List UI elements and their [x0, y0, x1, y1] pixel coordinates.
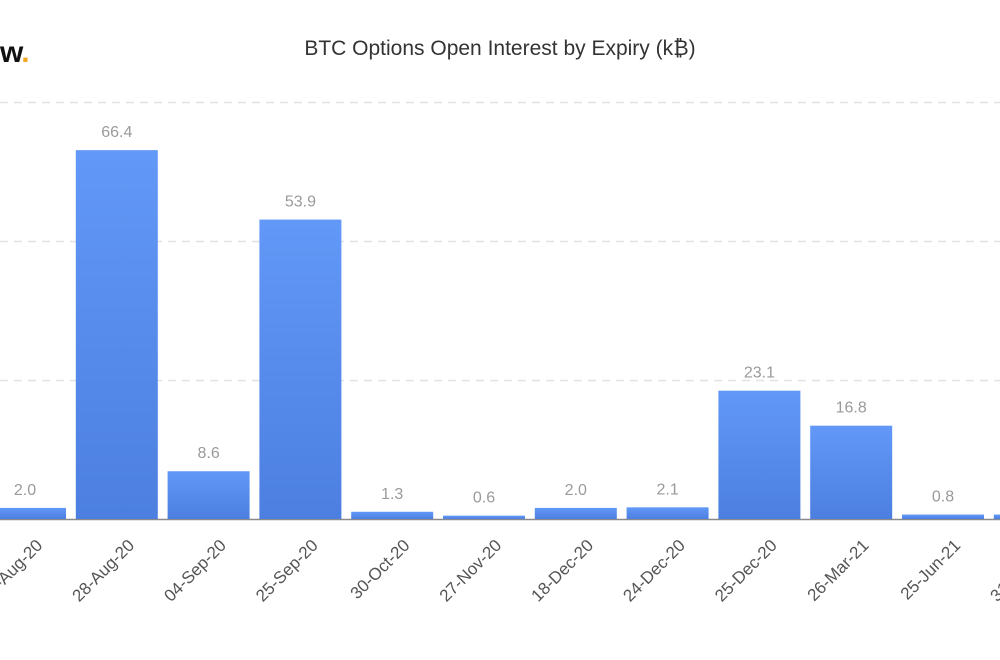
value-label-25-Sep-20: 53.9 — [285, 194, 316, 211]
value-label-27-Nov-20: 0.6 — [473, 490, 495, 507]
bar-30-Oct-20 — [351, 511, 434, 519]
bar-27-Nov-20 — [443, 515, 525, 519]
value-label-26-Mar-21: 16.8 — [836, 400, 867, 417]
bar-24-Dec-20 — [626, 507, 709, 519]
x-tick-25-Sep-20: 25-Sep-20 — [252, 536, 322, 606]
chart-title: BTC Options Open Interest by Expiry (k₿) — [304, 37, 696, 60]
bar-04-Sep-20 — [167, 471, 250, 519]
x-tick-21-Aug-20: 21-Aug-20 — [0, 536, 46, 606]
value-label-04-Sep-20: 8.6 — [197, 445, 219, 462]
value-label-18-Dec-20: 2.0 — [565, 482, 587, 499]
x-tick-28-Aug-20: 28-Aug-20 — [69, 536, 139, 606]
x-tick-labels: 21-Aug-20 28-Aug-20 04-Sep-20 25-Sep-20 30-O… — [0, 536, 1000, 606]
bar-21-Aug-20 — [0, 507, 66, 519]
value-label-25-Dec-20: 23.1 — [744, 365, 775, 382]
value-label-30-Oct-20: 1.3 — [381, 486, 403, 503]
x-tick-18-Dec-20: 18-Dec-20 — [528, 536, 598, 606]
x-tick-24-Dec-20: 24-Dec-20 — [619, 536, 689, 606]
bar-28-Aug-20 — [75, 150, 158, 519]
bar-25-Jun-21 — [902, 514, 984, 519]
bar-26-Mar-21 — [810, 425, 893, 519]
x-tick-04-Sep-20: 04-Sep-20 — [160, 536, 230, 606]
value-label-28-Aug-20: 66.4 — [101, 124, 132, 141]
x-tick-30-Oct-20: 30-Oct-20 — [347, 536, 414, 603]
value-labels: 2.0 66.4 8.6 53.9 1.3 0.6 2.0 2.1 23.1 16.8 0.8 — [14, 124, 954, 507]
brand-logo-dot: . — [21, 36, 29, 69]
x-tick-26-Mar-21: 26-Mar-21 — [804, 536, 873, 605]
brand-logo: w. — [0, 36, 30, 70]
gridlines — [0, 101, 1000, 521]
bar-25-Sep-20 — [259, 219, 342, 519]
x-tick-25-Dec-20: 25-Dec-20 — [711, 536, 781, 606]
value-label-25-Jun-21: 0.8 — [932, 489, 954, 506]
value-label-21-Aug-20: 2.0 — [14, 482, 36, 499]
bar-18-Dec-20 — [534, 507, 617, 519]
bar-25-Dec-20 — [718, 390, 801, 519]
x-tick-31-Dec-21: 31-Dec-21 — [987, 536, 1000, 606]
x-tick-27-Nov-20: 27-Nov-20 — [436, 536, 506, 606]
bars — [0, 150, 1000, 519]
value-label-24-Dec-20: 2.1 — [656, 481, 678, 498]
brand-logo-text: w — [0, 36, 22, 69]
bar-31-Dec-21 — [993, 514, 1000, 519]
x-tick-25-Jun-21: 25-Jun-21 — [897, 536, 965, 604]
